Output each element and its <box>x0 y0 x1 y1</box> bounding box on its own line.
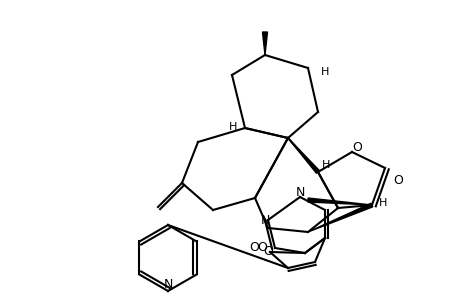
Text: N: N <box>163 278 172 292</box>
Text: H: H <box>320 67 329 77</box>
Polygon shape <box>262 32 267 55</box>
Text: N: N <box>260 214 269 226</box>
Text: O: O <box>263 245 272 259</box>
Text: O: O <box>351 140 361 154</box>
Text: H: H <box>378 198 386 208</box>
Text: N: N <box>295 187 304 200</box>
Text: H: H <box>228 122 237 132</box>
Polygon shape <box>287 138 319 173</box>
Text: H: H <box>321 160 330 170</box>
Text: O: O <box>248 242 258 254</box>
Polygon shape <box>308 203 372 232</box>
Polygon shape <box>307 198 371 205</box>
Text: O: O <box>257 242 266 254</box>
Text: O: O <box>392 173 402 187</box>
